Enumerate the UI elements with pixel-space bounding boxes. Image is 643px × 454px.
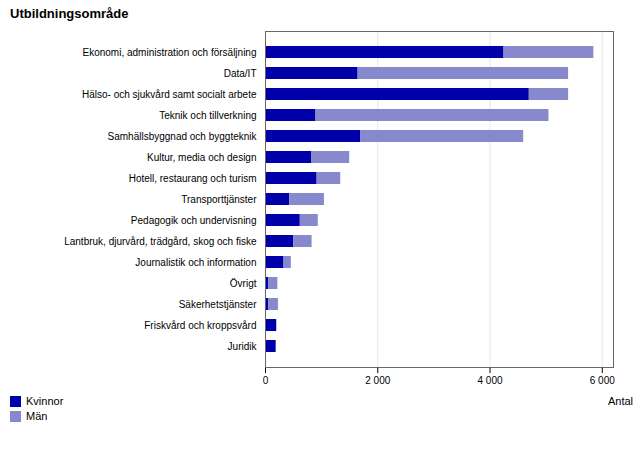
- svg-text:Friskvård och kroppsvård: Friskvård och kroppsvård: [144, 320, 256, 331]
- svg-text:Säkerhetstjänster: Säkerhetstjänster: [179, 299, 257, 310]
- html-text:Kvinnor: Kvinnor: [26, 395, 64, 407]
- svg-text:Lantbruk, djurvård, trädgård,: Lantbruk, djurvård, trädgård, skog och f…: [64, 236, 257, 247]
- svg-text:Data/IT: Data/IT: [224, 68, 257, 79]
- svg-text:Övrigt: Övrigt: [230, 278, 257, 289]
- html-text:Män: Män: [26, 410, 48, 422]
- svg-text:Ekonomi, administration och fö: Ekonomi, administration och försäljning: [83, 47, 257, 58]
- svg-text:Journalistik och information: Journalistik och information: [135, 257, 256, 268]
- html-text:Antal: Antal: [607, 395, 633, 407]
- svg-text:6 000: 6 000: [590, 375, 615, 386]
- svg-text:Juridik: Juridik: [228, 341, 258, 352]
- svg-text:Transporttjänster: Transporttjänster: [181, 194, 257, 205]
- svg-text:4 000: 4 000: [478, 375, 503, 386]
- svg-text:Teknik och tillverkning: Teknik och tillverkning: [159, 110, 256, 121]
- svg-text:2 000: 2 000: [365, 375, 390, 386]
- svg-text:Hälso- och sjukvård samt socia: Hälso- och sjukvård samt socialt arbete: [82, 89, 257, 100]
- svg-text:Hotell, restaurang och turism: Hotell, restaurang och turism: [129, 173, 257, 184]
- html-text:Utbildningsområde: Utbildningsområde: [10, 6, 129, 21]
- svg-text:Kultur, media och design: Kultur, media och design: [147, 152, 257, 163]
- svg-text:Pedagogik och undervisning: Pedagogik och undervisning: [131, 215, 257, 226]
- svg-text:Samhällsbyggnad och byggteknik: Samhällsbyggnad och byggteknik: [108, 131, 258, 142]
- svg-text:0: 0: [263, 375, 269, 386]
